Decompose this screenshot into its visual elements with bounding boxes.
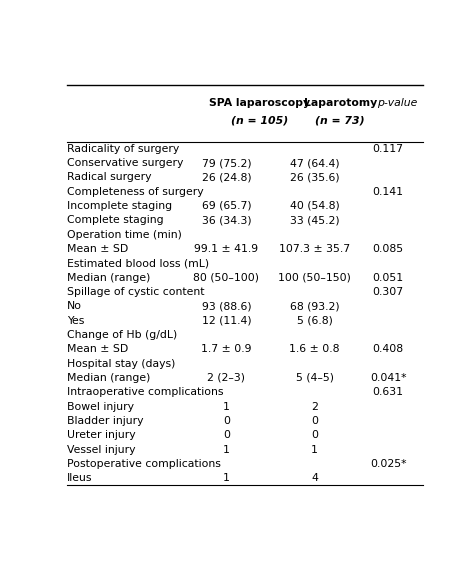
- Text: 1: 1: [223, 473, 230, 483]
- Text: Conservative surgery: Conservative surgery: [66, 158, 183, 168]
- Text: Spillage of cystic content: Spillage of cystic content: [66, 287, 204, 297]
- Text: Vessel injury: Vessel injury: [66, 444, 135, 455]
- Text: Bladder injury: Bladder injury: [66, 416, 143, 426]
- Text: 26 (24.8): 26 (24.8): [201, 173, 251, 182]
- Text: 5 (6.8): 5 (6.8): [297, 316, 332, 325]
- Text: 100 (50–150): 100 (50–150): [278, 272, 351, 283]
- Text: 69 (65.7): 69 (65.7): [201, 201, 251, 211]
- Text: Hospital stay (days): Hospital stay (days): [66, 359, 175, 369]
- Text: Ileus: Ileus: [66, 473, 92, 483]
- Text: Laparotomy: Laparotomy: [304, 98, 377, 108]
- Text: Operation time (min): Operation time (min): [66, 230, 182, 240]
- Text: Postoperative complications: Postoperative complications: [66, 459, 220, 469]
- Text: Bowel injury: Bowel injury: [66, 402, 134, 412]
- Text: Median (range): Median (range): [66, 272, 150, 283]
- Text: 68 (93.2): 68 (93.2): [290, 301, 339, 311]
- Text: Complete staging: Complete staging: [66, 215, 163, 226]
- Text: 12 (11.4): 12 (11.4): [201, 316, 251, 325]
- Text: 47 (64.4): 47 (64.4): [290, 158, 339, 168]
- Text: 26 (35.6): 26 (35.6): [290, 173, 339, 182]
- Text: 0.307: 0.307: [373, 287, 403, 297]
- Text: Mean ± SD: Mean ± SD: [66, 244, 128, 254]
- Text: 33 (45.2): 33 (45.2): [290, 215, 339, 226]
- Text: 0.141: 0.141: [373, 187, 403, 197]
- Text: No: No: [66, 301, 82, 311]
- Text: Change of Hb (g/dL): Change of Hb (g/dL): [66, 330, 177, 340]
- Text: 0: 0: [311, 416, 318, 426]
- Text: Intraoperative complications: Intraoperative complications: [66, 387, 223, 397]
- Text: SPA laparoscopy: SPA laparoscopy: [209, 98, 310, 108]
- Text: 99.1 ± 41.9: 99.1 ± 41.9: [194, 244, 258, 254]
- Text: Estimated blood loss (mL): Estimated blood loss (mL): [66, 258, 209, 268]
- Text: 0: 0: [223, 430, 230, 440]
- Text: 0.025*: 0.025*: [370, 459, 406, 469]
- Text: 1.7 ± 0.9: 1.7 ± 0.9: [201, 344, 252, 354]
- Text: 93 (88.6): 93 (88.6): [201, 301, 251, 311]
- Text: 2 (2–3): 2 (2–3): [208, 373, 246, 383]
- Text: 0.041*: 0.041*: [370, 373, 406, 383]
- Text: Yes: Yes: [66, 316, 84, 325]
- Text: Ureter injury: Ureter injury: [66, 430, 135, 440]
- Text: 0.117: 0.117: [373, 144, 403, 153]
- Text: 79 (75.2): 79 (75.2): [201, 158, 251, 168]
- Text: 0.631: 0.631: [373, 387, 403, 397]
- Text: 0: 0: [223, 416, 230, 426]
- Text: 107.3 ± 35.7: 107.3 ± 35.7: [279, 244, 350, 254]
- Text: Incomplete staging: Incomplete staging: [66, 201, 172, 211]
- Text: 0.051: 0.051: [373, 272, 403, 283]
- Text: Radical surgery: Radical surgery: [66, 173, 151, 182]
- Text: 4: 4: [311, 473, 318, 483]
- Text: Mean ± SD: Mean ± SD: [66, 344, 128, 354]
- Text: 0.085: 0.085: [373, 244, 403, 254]
- Text: Radicality of surgery: Radicality of surgery: [66, 144, 179, 153]
- Text: 40 (54.8): 40 (54.8): [290, 201, 339, 211]
- Text: 0.408: 0.408: [373, 344, 403, 354]
- Text: 1.6 ± 0.8: 1.6 ± 0.8: [289, 344, 340, 354]
- Text: Median (range): Median (range): [66, 373, 150, 383]
- Text: (n = 73): (n = 73): [316, 116, 365, 126]
- Text: 1: 1: [311, 444, 318, 455]
- Text: 2: 2: [311, 402, 318, 412]
- Text: (n = 105): (n = 105): [231, 116, 288, 126]
- Text: p-value: p-value: [377, 98, 418, 108]
- Text: 1: 1: [223, 444, 230, 455]
- Text: 0: 0: [311, 430, 318, 440]
- Text: 36 (34.3): 36 (34.3): [201, 215, 251, 226]
- Text: 5 (4–5): 5 (4–5): [296, 373, 334, 383]
- Text: Completeness of surgery: Completeness of surgery: [66, 187, 203, 197]
- Text: 1: 1: [223, 402, 230, 412]
- Text: 80 (50–100): 80 (50–100): [193, 272, 259, 283]
